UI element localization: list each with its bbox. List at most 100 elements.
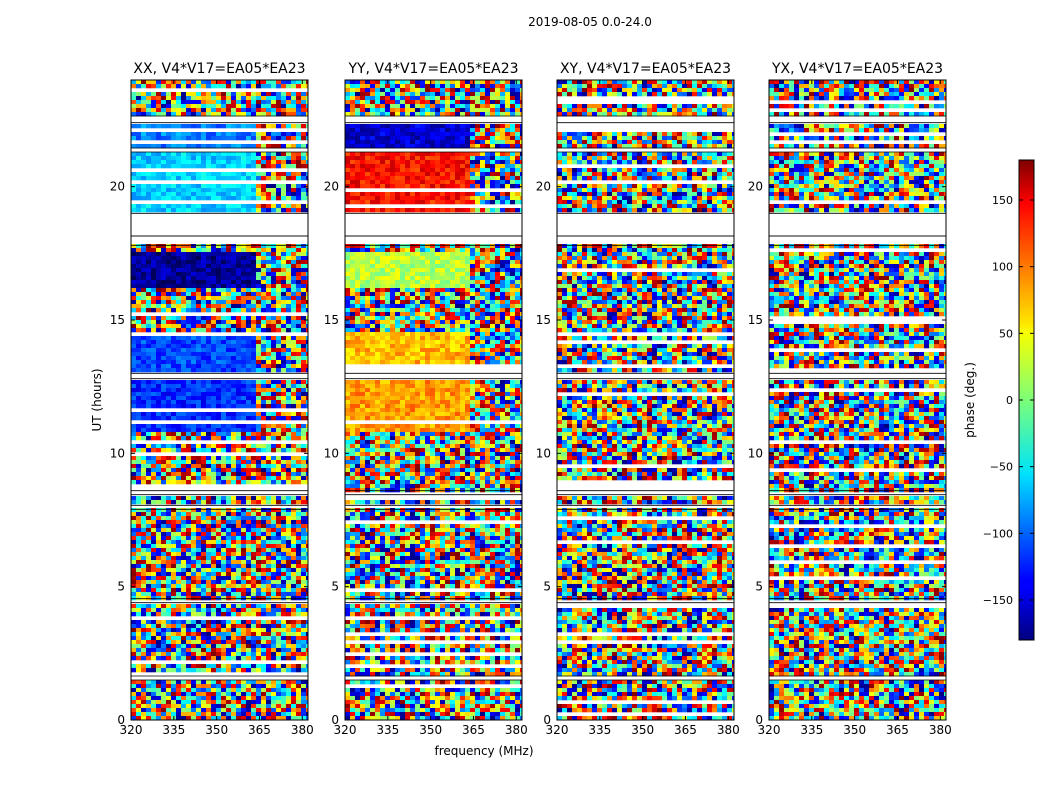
phase-cell <box>271 184 277 189</box>
phase-cell <box>166 716 172 720</box>
phase-cell <box>206 192 212 197</box>
phase-cell <box>286 96 292 101</box>
phase-cell <box>171 656 177 661</box>
phase-cell <box>151 708 157 713</box>
phase-cell <box>186 692 192 697</box>
phase-cell <box>136 176 142 181</box>
phase-cell <box>276 536 282 541</box>
phase-cell <box>171 648 177 653</box>
phase-cell <box>301 520 307 525</box>
phase-cell <box>246 596 252 601</box>
phase-cell <box>400 96 406 101</box>
phase-cell <box>296 684 302 689</box>
phase-cell <box>191 392 197 397</box>
phase-cell <box>146 716 152 720</box>
phase-cell <box>131 368 137 373</box>
phase-cell <box>261 364 267 369</box>
phase-cell <box>251 500 257 505</box>
phase-cell <box>166 352 172 357</box>
phase-cell <box>176 620 182 625</box>
phase-cell <box>171 500 177 505</box>
phase-cell <box>306 548 308 553</box>
phase-cell <box>440 124 446 129</box>
phase-cell <box>151 524 157 529</box>
phase-cell <box>231 528 237 533</box>
phase-cell <box>470 124 476 129</box>
phase-cell <box>301 432 307 437</box>
phase-cell <box>420 112 426 117</box>
phase-cell <box>226 276 232 281</box>
phase-cell <box>221 592 227 597</box>
phase-cell <box>226 692 232 697</box>
phase-cell <box>226 244 232 249</box>
phase-cell <box>256 656 262 661</box>
phase-cell <box>261 456 267 461</box>
phase-cell <box>306 164 308 169</box>
phase-cell <box>281 352 287 357</box>
phase-cell <box>186 560 192 565</box>
phase-cell <box>201 680 207 685</box>
phase-cell <box>166 632 172 637</box>
phase-cell <box>141 684 147 689</box>
phase-cell <box>156 532 162 537</box>
phase-cell <box>131 184 137 189</box>
phase-cell <box>196 352 202 357</box>
phase-cell <box>146 472 152 477</box>
phase-cell <box>405 124 411 129</box>
phase-cell <box>196 436 202 441</box>
phase-cell <box>266 568 272 573</box>
phase-cell <box>146 684 152 689</box>
phase-cell <box>266 364 272 369</box>
phase-cell <box>191 536 197 541</box>
phase-cell <box>231 400 237 405</box>
phase-cell <box>166 348 172 353</box>
phase-cell <box>301 352 307 357</box>
phase-cell <box>505 100 511 105</box>
phase-cell <box>241 348 247 353</box>
phase-cell <box>161 384 167 389</box>
phase-cell <box>201 520 207 525</box>
phase-cell <box>256 472 262 477</box>
phase-cell <box>246 528 252 533</box>
phase-cell <box>151 404 157 409</box>
phase-cell <box>216 628 222 633</box>
phase-cell <box>475 80 481 85</box>
phase-cell <box>500 96 506 101</box>
phase-cell <box>186 644 192 649</box>
phase-cell <box>236 684 242 689</box>
phase-cell <box>176 632 182 637</box>
phase-cell <box>276 176 282 181</box>
phase-cell <box>196 424 202 429</box>
phase-cell <box>211 384 217 389</box>
phase-cell <box>131 636 137 641</box>
phase-cell <box>136 112 142 117</box>
phase-cell <box>281 144 287 149</box>
phase-cell <box>216 340 222 345</box>
phase-cell <box>226 640 232 645</box>
phase-cell <box>216 412 222 417</box>
phase-cell <box>226 464 232 469</box>
phase-cell <box>176 192 182 197</box>
phase-cell <box>231 324 237 329</box>
phase-cell <box>236 648 242 653</box>
phase-cell <box>221 248 227 253</box>
phase-cell <box>495 108 501 113</box>
phase-cell <box>156 500 162 505</box>
phase-cell <box>226 556 232 561</box>
phase-cell <box>156 100 162 105</box>
phase-cell <box>281 572 287 577</box>
phase-cell <box>216 468 222 473</box>
phase-cell <box>281 620 287 625</box>
phase-cell <box>171 580 177 585</box>
phase-cell <box>146 532 152 537</box>
phase-cell <box>301 144 307 149</box>
phase-cell <box>221 444 227 449</box>
phase-cell <box>236 300 242 305</box>
phase-cell <box>520 112 522 117</box>
phase-cell <box>166 268 172 273</box>
phase-cell <box>191 592 197 597</box>
phase-cell <box>211 272 217 277</box>
phase-cell <box>131 396 137 401</box>
phase-cell <box>226 604 232 609</box>
phase-cell <box>276 688 282 693</box>
